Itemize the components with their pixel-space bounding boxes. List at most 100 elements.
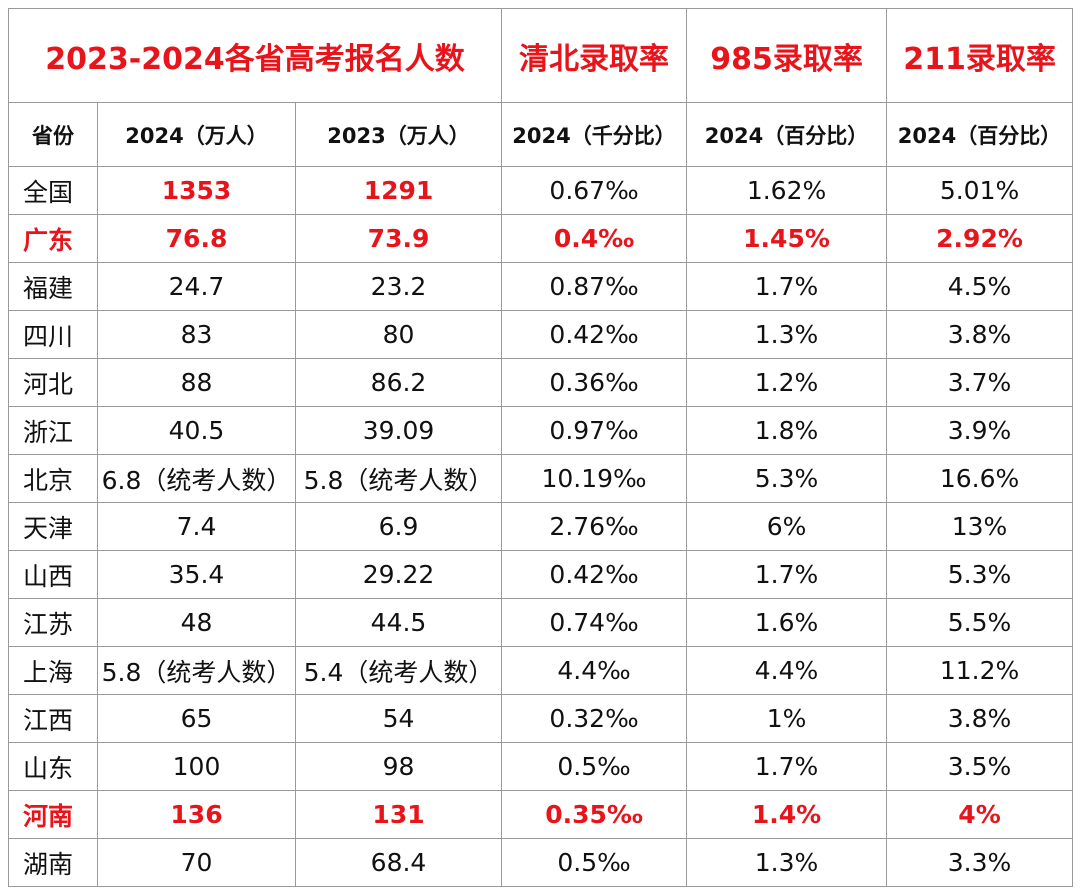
cell: 浙江 (8, 406, 98, 455)
cell: 北京 (8, 454, 98, 503)
cell: 136 (97, 790, 296, 839)
cell: 24.7 (97, 262, 296, 311)
cell: 5.8（统考人数） (97, 646, 296, 695)
cell: 1.4% (686, 790, 888, 839)
cell: 1.7% (686, 262, 888, 311)
cell: 1291 (294, 166, 503, 215)
cell: 86.2 (294, 358, 503, 407)
cell: 0.42‰ (501, 550, 688, 599)
cell: 29.22 (294, 550, 503, 599)
cell: 3.7% (886, 358, 1074, 407)
cell: 3.9% (886, 406, 1074, 455)
cell: 39.09 (294, 406, 503, 455)
cell: 天津 (8, 502, 98, 551)
title: 2023-2024各省高考报名人数 (7, 8, 503, 103)
cell: 11.2% (886, 646, 1074, 695)
cell: 7.4 (97, 502, 296, 551)
cell: 3.8% (886, 310, 1074, 359)
row: 山东 100 98 0.5‰ 1.7% 3.5% (8, 742, 1074, 791)
cell: 5.8（统考人数） (294, 454, 503, 503)
cell: 湖南 (8, 838, 98, 887)
cell: 73.9 (294, 214, 503, 263)
cell: 68.4 (294, 838, 503, 887)
cell: 1.3% (686, 310, 888, 359)
cell: 4.4% (686, 646, 888, 695)
cell: 江西 (8, 694, 98, 743)
cell: 4.5% (886, 262, 1074, 311)
cell: 88 (97, 358, 296, 407)
table-body: 全国 1353 1291 0.67‰ 1.62% 5.01% 广东 76.8 73.9 0.4‰ 1… (8, 166, 1074, 887)
row: 四川 83 80 0.42‰ 1.3% 3.8% (8, 310, 1074, 359)
cell: 1.62% (686, 166, 888, 215)
cell: 1.3% (686, 838, 888, 887)
cell: 100 (97, 742, 296, 791)
cell: 河南 (8, 790, 98, 839)
cell: 0.67‰ (501, 166, 688, 215)
cell: 0.74‰ (501, 598, 688, 647)
row: 江苏 48 44.5 0.74‰ 1.6% 5.5% (8, 598, 1074, 647)
cell: 98 (294, 742, 503, 791)
cell: 6.9 (294, 502, 503, 551)
column-header: 省份 (8, 102, 98, 167)
cell: 1.7% (686, 742, 888, 791)
cell: 广东 (8, 214, 98, 263)
row: 湖南 70 68.4 0.5‰ 1.3% 3.3% (8, 838, 1074, 887)
cell: 3.5% (886, 742, 1074, 791)
column-header: 2024（百分比） (886, 102, 1074, 167)
cell: 1.7% (686, 550, 888, 599)
row: 河北 88 86.2 0.36‰ 1.2% 3.7% (8, 358, 1074, 407)
column-header: 2024（千分比） (501, 102, 688, 167)
row: 浙江 40.5 39.09 0.97‰ 1.8% 3.9% (8, 406, 1074, 455)
row: 天津 7.4 6.9 2.76‰ 6% 13% (8, 502, 1074, 551)
cell: 40.5 (97, 406, 296, 455)
cell: 48 (97, 598, 296, 647)
cell: 2.92% (886, 214, 1074, 263)
cell: 4.4‰ (501, 646, 688, 695)
row: 山西 35.4 29.22 0.42‰ 1.7% 5.3% (8, 550, 1074, 599)
row: 全国 1353 1291 0.67‰ 1.62% 5.01% (8, 166, 1074, 215)
row: 上海 5.8（统考人数） 5.4（统考人数） 4.4‰ 4.4% 11.2% (8, 646, 1074, 695)
cell: 1.6% (686, 598, 888, 647)
column-header: 2024（万人） (97, 102, 296, 167)
column-header: 2024（百分比） (686, 102, 888, 167)
cell: 河北 (8, 358, 98, 407)
cell: 35.4 (97, 550, 296, 599)
cell: 16.6% (886, 454, 1074, 503)
cell: 6.8（统考人数） (97, 454, 296, 503)
cell: 4% (886, 790, 1074, 839)
cell: 0.97‰ (501, 406, 688, 455)
row: 江西 65 54 0.32‰ 1% 3.8% (8, 694, 1074, 743)
title-row: 2023-2024各省高考报名人数 清北录取率 985录取率 211录取率 (7, 8, 1074, 103)
cell: 5.3% (886, 550, 1074, 599)
cell: 23.2 (294, 262, 503, 311)
cell: 0.5‰ (501, 742, 688, 791)
cell: 5.5% (886, 598, 1074, 647)
cell: 44.5 (294, 598, 503, 647)
data-table: 2023-2024各省高考报名人数 清北录取率 985录取率 211录取率 省份… (7, 8, 1074, 887)
cell: 1353 (97, 166, 296, 215)
cell: 3.8% (886, 694, 1074, 743)
cell: 0.35‰ (501, 790, 688, 839)
row: 广东 76.8 73.9 0.4‰ 1.45% 2.92% (8, 214, 1074, 263)
cell: 全国 (8, 166, 98, 215)
cell: 上海 (8, 646, 98, 695)
cell: 5.4（统考人数） (294, 646, 503, 695)
cell: 5.3% (686, 454, 888, 503)
cell: 80 (294, 310, 503, 359)
column-group: 清北录取率 (501, 8, 688, 103)
cell: 54 (294, 694, 503, 743)
cell: 1.2% (686, 358, 888, 407)
cell: 1% (686, 694, 888, 743)
cell: 0.36‰ (501, 358, 688, 407)
cell: 1.45% (686, 214, 888, 263)
cell: 3.3% (886, 838, 1074, 887)
cell: 131 (294, 790, 503, 839)
column-header: 2023（万人） (294, 102, 503, 167)
cell: 5.01% (886, 166, 1074, 215)
cell: 0.42‰ (501, 310, 688, 359)
cell: 四川 (8, 310, 98, 359)
column-group: 985录取率 (686, 8, 888, 103)
row: 北京 6.8（统考人数） 5.8（统考人数） 10.19‰ 5.3% 16.6% (8, 454, 1074, 503)
cell: 76.8 (97, 214, 296, 263)
cell: 70 (97, 838, 296, 887)
